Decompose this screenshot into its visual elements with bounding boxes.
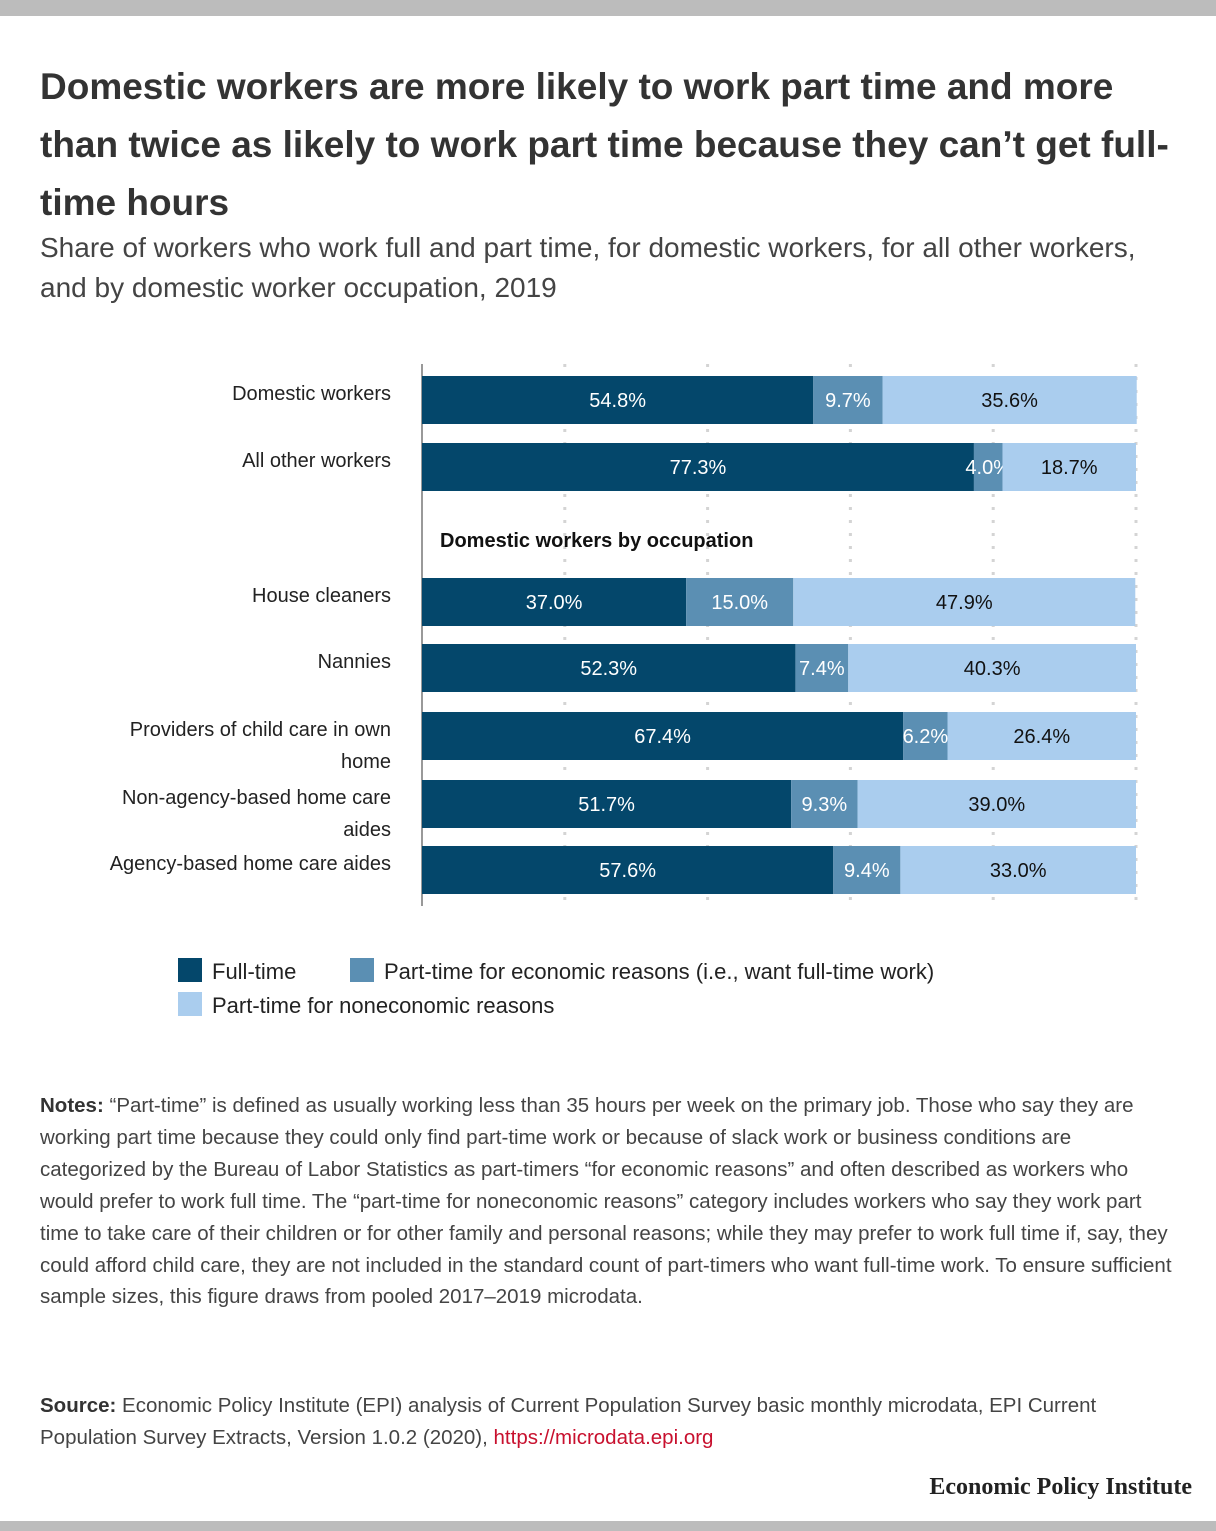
bar-segment <box>422 443 974 491</box>
category-label-line: Nannies <box>317 651 391 673</box>
category-label: All other workers <box>31 445 391 477</box>
bar-segment <box>422 578 687 626</box>
bar-segment <box>973 443 1003 491</box>
bar-segment <box>793 578 1136 626</box>
data-label: 54.8% <box>589 390 646 412</box>
bar-segment <box>857 780 1136 828</box>
bar-segment <box>422 712 904 760</box>
legend-label-full-time: Full-time <box>212 959 297 984</box>
notes-label: Notes: <box>40 1094 104 1117</box>
category-label-line: Non-agency-based home care <box>121 787 391 809</box>
chart-title: Domestic workers are more likely to work… <box>40 66 1169 223</box>
bottom-rule <box>0 1521 1216 1531</box>
category-label: Agency-based home care aides <box>31 848 391 880</box>
bar-segment <box>686 578 794 626</box>
legend-label-nonecon: Part-time for noneconomic reasons <box>212 993 555 1018</box>
data-label: 40.3% <box>964 658 1021 680</box>
bar-segment <box>422 644 796 692</box>
category-label-line: House cleaners <box>252 585 391 607</box>
bar-segment <box>947 712 1136 760</box>
legend-label-econ: Part-time for economic reasons (i.e., wa… <box>384 959 935 984</box>
bar-segment <box>791 780 858 828</box>
data-label: 33.0% <box>990 860 1047 882</box>
bar-segment <box>882 376 1137 424</box>
data-label: 39.0% <box>968 794 1025 816</box>
legend-item-nonecon: Part-time for noneconomic reasons <box>178 992 554 1019</box>
source-link[interactable]: https://microdata.epi.org <box>493 1425 714 1449</box>
data-label: 9.3% <box>802 794 848 816</box>
data-label: 47.9% <box>936 592 993 614</box>
legend-item-econ: Part-time for economic reasons (i.e., wa… <box>350 958 934 985</box>
data-label: 9.7% <box>825 390 871 412</box>
source-text: Economic Policy Institute (EPI) analysis… <box>40 1394 1097 1449</box>
category-label: Providers of child care in own home <box>31 714 391 778</box>
data-label: 9.4% <box>844 860 890 882</box>
bar-segment <box>422 376 814 424</box>
data-label: 57.6% <box>599 860 656 882</box>
category-label: Non-agency-based home care aides <box>31 782 391 846</box>
bar-segment <box>903 712 948 760</box>
data-label: 35.6% <box>981 390 1038 412</box>
notes-text: “Part-time” is defined as usually workin… <box>40 1094 1172 1309</box>
bar-segment <box>422 846 834 894</box>
data-label: 67.4% <box>634 726 691 748</box>
category-label: House cleaners <box>31 580 391 612</box>
data-label: 26.4% <box>1013 726 1070 748</box>
category-label: Nannies <box>31 646 391 678</box>
chart-subtitle: Share of workers who work full and part … <box>40 232 1136 303</box>
category-label-line: aides <box>343 819 391 841</box>
bar-segment <box>422 780 792 828</box>
source-label: Source: <box>40 1394 117 1417</box>
bar-segment <box>1002 443 1136 491</box>
source: Source: Economic Policy Institute (EPI) … <box>40 1390 1180 1454</box>
data-label: 6.2% <box>903 726 949 748</box>
chart-canvas: 54.8% 9.7% 35.6% 77.3% 4.0% 18.7% 37.0% 15.0% 47… <box>421 364 1138 906</box>
legend-swatch-nonecon <box>178 992 202 1016</box>
top-rule <box>0 0 1216 16</box>
category-label-line: Domestic workers <box>232 383 391 405</box>
bar-segment <box>795 644 849 692</box>
legend-swatch-econ <box>350 958 374 982</box>
legend-item-full-time: Full-time <box>178 958 296 985</box>
data-label: 52.3% <box>580 658 637 680</box>
category-label-line: All other workers <box>242 450 391 472</box>
group-label: Domestic workers by occupation <box>440 530 754 552</box>
bar-segment <box>813 376 883 424</box>
category-label: Domestic workers <box>31 378 391 410</box>
category-label-line: Providers of child care in own <box>129 719 391 741</box>
data-label: 7.4% <box>799 658 845 680</box>
data-label: 18.7% <box>1041 457 1098 479</box>
bar-segment <box>833 846 901 894</box>
data-label: 51.7% <box>578 794 635 816</box>
stacked-bar-chart: 54.8% 9.7% 35.6% 77.3% 4.0% 18.7% 37.0% 15.0% 47… <box>0 350 1216 920</box>
notes: Notes: “Part-time” is defined as usually… <box>40 1090 1180 1313</box>
data-label: 15.0% <box>711 592 768 614</box>
data-label: 77.3% <box>670 457 727 479</box>
data-label: 37.0% <box>526 592 583 614</box>
brand-logo: Economic Policy Institute <box>929 1474 1192 1500</box>
legend-swatch-full-time <box>178 958 202 982</box>
bar-segment <box>848 644 1136 692</box>
data-label: 4.0% <box>965 457 1011 479</box>
category-label-line: Agency-based home care aides <box>109 853 391 875</box>
bar-segment <box>900 846 1136 894</box>
category-label-line: home <box>340 751 391 773</box>
